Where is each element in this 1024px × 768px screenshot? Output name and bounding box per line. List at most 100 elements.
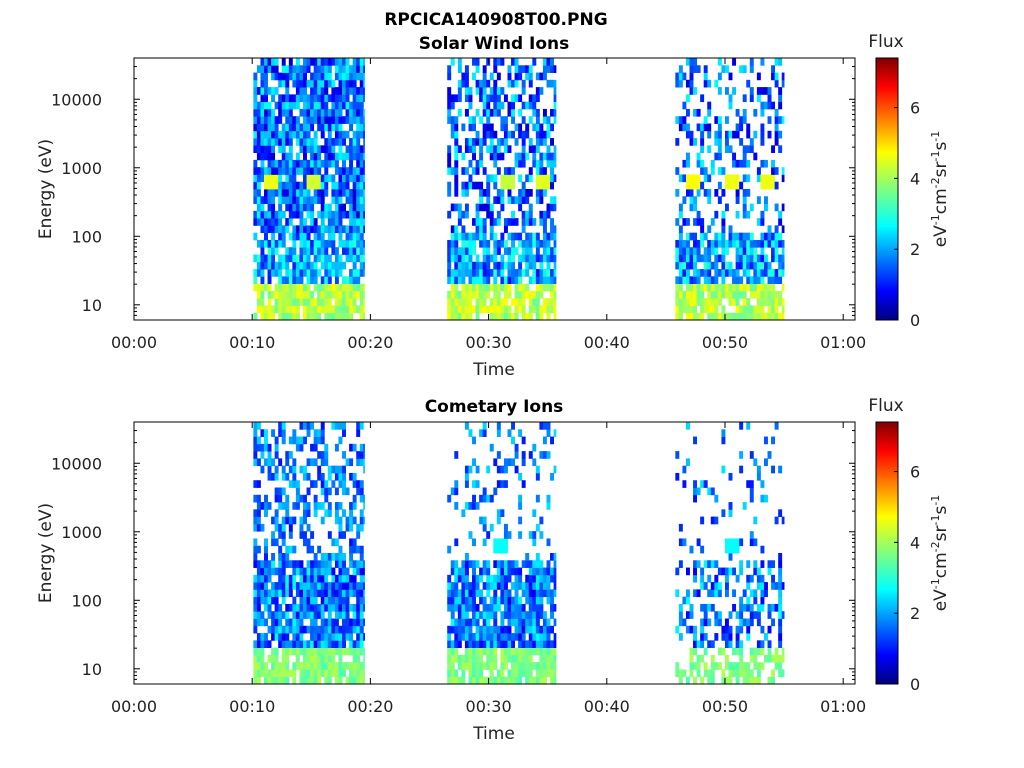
heatmap-cell <box>781 239 785 248</box>
heatmap-cell <box>320 553 325 561</box>
heatmap-cell <box>313 669 318 678</box>
heatmap-cell <box>338 625 343 634</box>
heatmap-cell <box>310 72 315 81</box>
heatmap-cell <box>334 65 339 73</box>
heatmap-cell <box>264 567 268 576</box>
heatmap-cell <box>331 79 336 88</box>
heatmap-cell <box>306 487 311 496</box>
heatmap-cell <box>507 276 512 285</box>
heatmap-cell <box>521 116 526 124</box>
heatmap-cell <box>320 218 325 226</box>
heatmap-cell <box>260 647 265 656</box>
heatmap-cell <box>732 312 737 321</box>
heatmap-cell <box>264 65 268 73</box>
heatmap-cell <box>356 451 361 459</box>
heatmap-cell <box>468 669 473 678</box>
heatmap-cell <box>493 232 498 241</box>
heatmap-cell <box>749 94 754 103</box>
heatmap-cell <box>746 625 751 634</box>
heatmap-cell <box>359 203 364 212</box>
heatmap-cell <box>331 574 336 583</box>
heatmap-cell <box>714 283 719 292</box>
heatmap-cell <box>260 582 265 590</box>
heatmap-cell <box>514 603 519 612</box>
heatmap-cell <box>518 625 523 634</box>
heatmap-cell <box>521 283 526 292</box>
heatmap-cell <box>518 72 523 81</box>
heatmap-cell <box>338 290 343 299</box>
heatmap-cell <box>511 232 515 241</box>
heatmap-cell <box>696 589 701 598</box>
heatmap-cell <box>507 181 512 190</box>
heatmap-cell <box>334 472 339 481</box>
heatmap-cell <box>274 65 279 73</box>
heatmap-cell <box>461 654 466 663</box>
heatmap-cell <box>317 174 322 183</box>
heatmap-cell <box>685 232 690 241</box>
heatmap-cell <box>468 247 473 255</box>
heatmap-cell <box>553 269 557 277</box>
heatmap-cell <box>303 647 307 656</box>
heatmap-cell <box>288 152 293 161</box>
heatmap-cell <box>753 239 758 248</box>
heatmap-cell <box>306 422 311 430</box>
heatmap-cell <box>317 451 322 459</box>
heatmap-cell <box>528 531 533 539</box>
heatmap-cell <box>356 290 361 299</box>
heatmap-cell <box>749 65 754 73</box>
heatmap-cell <box>468 174 473 183</box>
heatmap-cell <box>352 247 357 255</box>
heatmap-cell <box>721 167 726 175</box>
heatmap-cell <box>324 261 329 270</box>
heatmap-cell <box>281 72 286 81</box>
heatmap-cell <box>724 662 729 670</box>
heatmap-cell <box>363 560 365 568</box>
heatmap-cell <box>503 582 508 590</box>
heatmap-cell <box>338 254 343 263</box>
heatmap-cell <box>324 283 329 292</box>
heatmap-cell <box>464 261 469 270</box>
heatmap-cell <box>689 189 694 197</box>
heatmap-cell <box>468 603 473 612</box>
heatmap-cell <box>334 647 339 656</box>
heatmap-cell <box>349 283 354 292</box>
heatmap-cell <box>342 189 346 197</box>
heatmap-cell <box>771 290 776 299</box>
heatmap-cell <box>334 553 339 561</box>
heatmap-cell <box>303 465 307 474</box>
heatmap-cell <box>468 589 473 598</box>
heatmap-cell <box>306 130 311 139</box>
heatmap-cell <box>532 145 537 154</box>
heatmap-cell <box>521 196 526 204</box>
heatmap-cell <box>450 669 455 678</box>
heatmap-cell <box>542 225 547 234</box>
heatmap-cell <box>313 254 318 263</box>
heatmap-cell <box>271 94 276 103</box>
heatmap-cell <box>546 145 551 154</box>
heatmap-cell <box>767 87 772 95</box>
heatmap-cell <box>468 305 473 314</box>
heatmap-cell <box>334 298 339 306</box>
heatmap-cell <box>532 582 537 590</box>
heatmap-cell <box>521 633 526 641</box>
heatmap-cell <box>292 669 297 678</box>
heatmap-cell <box>500 480 505 488</box>
heatmap-cell <box>295 487 300 496</box>
heatmap-cell <box>447 676 452 685</box>
heatmap-cell <box>359 443 364 452</box>
heatmap-cell <box>352 290 357 299</box>
heatmap-cell <box>267 189 272 197</box>
heatmap-cell <box>546 669 551 678</box>
heatmap-cell <box>253 545 258 554</box>
heatmap-cell <box>288 116 293 124</box>
heatmap-cell <box>349 633 354 641</box>
y-tick-label: 10000 <box>51 90 102 109</box>
heatmap-cell <box>352 305 357 314</box>
heatmap-cell <box>724 582 729 590</box>
heatmap-cell <box>267 239 272 248</box>
heatmap-cell <box>457 611 462 619</box>
heatmap-cell <box>320 422 325 430</box>
heatmap-cell <box>724 87 729 95</box>
heatmap-cell <box>331 196 336 204</box>
heatmap-cell <box>295 225 300 234</box>
